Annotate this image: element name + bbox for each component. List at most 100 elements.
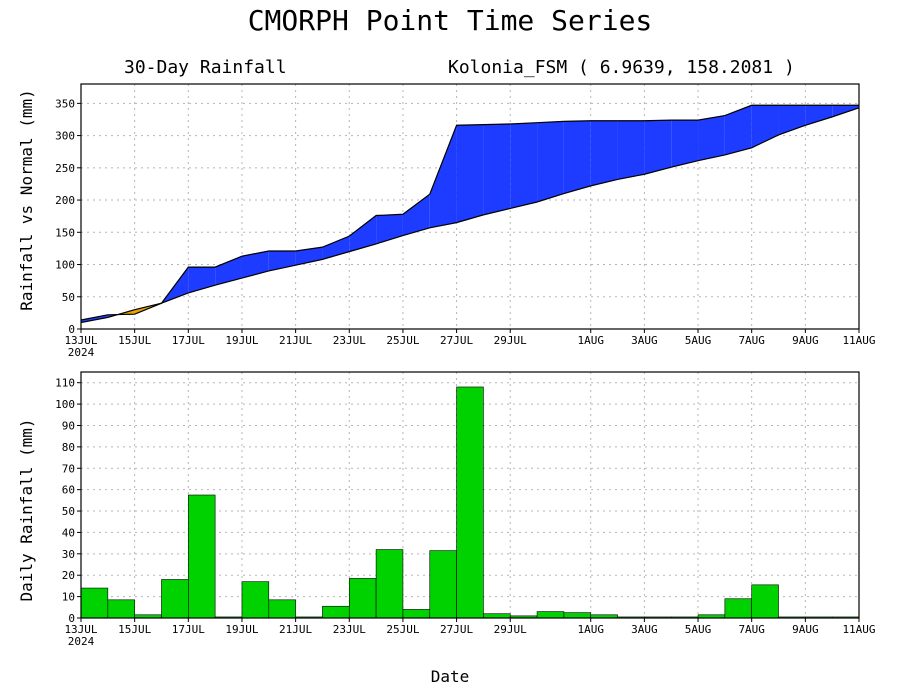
surplus-fill (644, 120, 672, 175)
top-panel-cumulative-rainfall: 0 50 100 150 200 250 300 350 13JUL 15JUL 17JUL 19JU… (55, 83, 876, 359)
bottom-panel-y-tick-label: 20 (62, 569, 75, 582)
daily-rainfall-bar (348, 578, 377, 619)
top-panel-x-tick-label: 27JUL (440, 334, 473, 347)
surplus-fill (402, 194, 430, 236)
top-panel-y-tick-label: 300 (55, 130, 75, 143)
bottom-panel-y-tick-label: 90 (62, 419, 75, 432)
daily-rainfall-bar (402, 609, 431, 619)
bottom-panel-x-tick-label: 11AUG (842, 623, 875, 636)
surplus-fill (698, 115, 725, 161)
top-panel-frame (80, 83, 860, 330)
surplus-fill (81, 314, 108, 323)
surplus-fill (510, 122, 538, 209)
surplus-fill (805, 105, 833, 126)
surplus-fill (483, 123, 511, 215)
top-panel-y-axis-label: Rainfall vs Normal (mm) (17, 89, 36, 311)
surplus-fill (376, 214, 403, 244)
top-panel-x-tick-label: 13JUL (64, 334, 97, 347)
top-panel-x-tick-label: 11AUG (842, 334, 875, 347)
surplus-fill (563, 120, 591, 194)
top-panel-x-year-label: 2024 (68, 346, 95, 359)
top-panel-x-tick-label: 9AUG (792, 334, 819, 347)
top-panel-y-tick-label: 100 (55, 259, 75, 272)
top-panel-y-tick-label: 350 (55, 97, 75, 110)
bottom-panel-y-tick-label: 50 (62, 505, 75, 518)
bottom-panel-x-tick-label: 15JUL (118, 623, 151, 636)
top-panel-x-tick-label: 25JUL (386, 334, 419, 347)
bottom-panel-x-tick-label: 27JUL (440, 623, 473, 636)
bottom-panel-x-tick-label: 21JUL (279, 623, 312, 636)
surplus-fill (832, 105, 859, 117)
top-panel-x-tick-label: 29JUL (494, 334, 527, 347)
top-panel-subtitle-right: Kolonia_FSM ( 6.9639, 158.2081 ) (448, 57, 795, 78)
top-panel-x-tick-label: 15JUL (118, 334, 151, 347)
normal-rainfall-line (80, 107, 860, 324)
bottom-panel-y-tick-label: 70 (62, 462, 75, 475)
top-panel-subtitle-left: 30-Day Rainfall (124, 57, 287, 78)
surplus-fill (188, 267, 216, 293)
surplus-fill (268, 250, 296, 271)
top-panel-y-tick-label: 0 (68, 323, 75, 336)
bottom-panel-x-tick-label: 9AUG (792, 623, 819, 636)
observed-rainfall-line (80, 104, 859, 321)
daily-rainfall-bar (241, 581, 270, 619)
bottom-panel-x-tick-label: 23JUL (333, 623, 366, 636)
bottom-panel-y-tick-label: 30 (62, 548, 75, 561)
bottom-panel-y-tick-label: 40 (62, 526, 75, 539)
top-panel-x-tick-label: 7AUG (738, 334, 765, 347)
bottom-panel-x-tick-label: 29JUL (494, 623, 527, 636)
surplus-fill (241, 250, 269, 279)
bottom-panel-x-tick-label: 19JUL (225, 623, 258, 636)
daily-rainfall-bar (107, 599, 135, 619)
top-panel-y-tick-label: 250 (55, 162, 75, 175)
bottom-panel-y-tick-label: 10 (62, 591, 75, 604)
daily-rainfall-bar (724, 598, 752, 619)
daily-rainfall-bar (536, 611, 565, 619)
surplus-fill (429, 125, 457, 228)
bottom-panel-x-tick-label: 25JUL (386, 623, 419, 636)
surplus-fill (724, 105, 752, 155)
bottom-panel-frame (80, 371, 860, 619)
top-panel-x-tick-label: 17JUL (172, 334, 205, 347)
bottom-panel-y-tick-label: 110 (55, 377, 75, 390)
bottom-panel-x-tick-label: 17JUL (172, 623, 205, 636)
daily-rainfall-bar (161, 579, 189, 619)
daily-rainfall-bar (456, 386, 484, 619)
bottom-panel-daily-rainfall: 0 10 20 30 40 50 60 70 80 90 100 110 13JUL 15JUL 17JUL… (55, 371, 876, 648)
surplus-fill (349, 215, 377, 252)
daily-rainfall-bar (429, 550, 457, 619)
daily-rainfall-bar (80, 587, 109, 619)
top-panel-x-tick-label: 5AUG (685, 334, 712, 347)
surplus-fill (456, 124, 484, 223)
daily-rainfall-bar (268, 599, 296, 619)
surplus-fill (617, 120, 645, 180)
bottom-panel-y-tick-label: 0 (68, 612, 75, 625)
top-panel-y-tick-label: 50 (62, 291, 75, 304)
bottom-panel-y-tick-label: 80 (62, 441, 75, 454)
surplus-fill (590, 120, 618, 186)
bottom-panel-y-tick-label: 100 (55, 398, 75, 411)
surplus-fill (215, 256, 242, 286)
top-panel-x-tick-label: 1AUG (577, 334, 604, 347)
top-panel-y-tick-label: 150 (55, 226, 75, 239)
top-panel-y-tick-label: 200 (55, 194, 75, 207)
bottom-panel-x-tick-label: 7AUG (738, 623, 765, 636)
daily-rainfall-bar (563, 612, 592, 619)
daily-rainfall-bar (751, 584, 779, 619)
daily-rainfall-bar (322, 605, 350, 619)
top-panel-x-tick-label: 21JUL (279, 334, 312, 347)
bottom-panel-x-tick-label: 5AUG (685, 623, 712, 636)
daily-rainfall-bar (375, 549, 404, 619)
surplus-fill (322, 236, 350, 260)
top-panel-x-tick-label: 3AUG (631, 334, 658, 347)
surplus-fill (671, 120, 699, 168)
x-axis-label: Date (431, 667, 470, 686)
bottom-panel-x-tick-label: 1AUG (577, 623, 604, 636)
top-panel-x-tick-label: 19JUL (225, 334, 258, 347)
chart-title: CMORPH Point Time Series (248, 4, 653, 37)
surplus-fill (751, 105, 779, 148)
surplus-fill (537, 121, 564, 202)
bottom-panel-y-axis-label: Daily Rainfall (mm) (17, 418, 36, 601)
bottom-panel-x-tick-label: 13JUL (64, 623, 97, 636)
